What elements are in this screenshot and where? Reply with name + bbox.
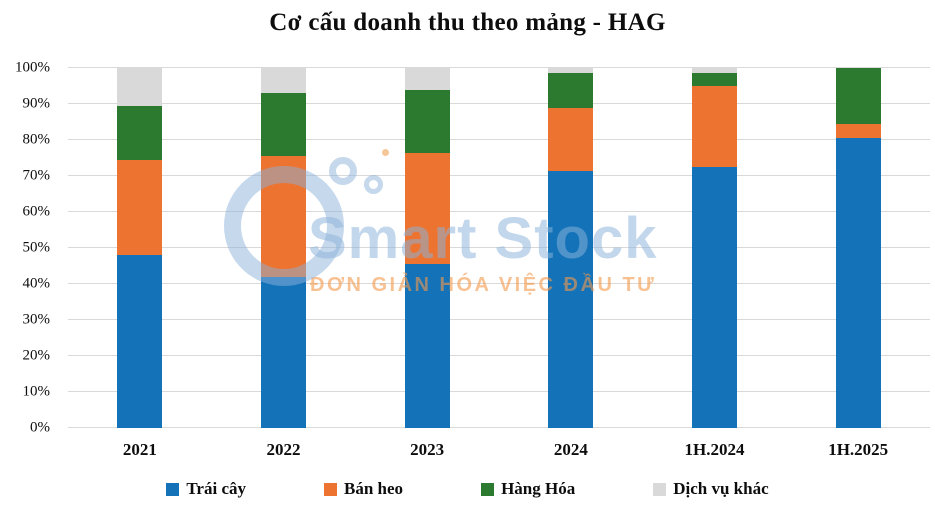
legend-swatch-icon (166, 482, 180, 496)
gridline-100% (68, 67, 930, 68)
segment-2021-Dịch vụ khác (117, 68, 163, 106)
segment-2022-Dịch vụ khác (261, 68, 306, 94)
x-tick-label-2024: 2024 (553, 440, 588, 459)
y-tick-label: 90% (22, 95, 51, 112)
segment-1H.2025-Trái cây (835, 138, 881, 428)
legend-swatch-icon (653, 482, 667, 496)
segment-2023-Hàng Hóa (404, 89, 450, 153)
segment-2023-Dịch vụ khác (404, 68, 450, 90)
segment-2021-Trái cây (117, 255, 163, 428)
legend: Trái cây Bán heo Hàng Hóa Dịch vụ khác (0, 479, 935, 499)
segment-2023-Bán heo (404, 152, 450, 265)
bar-slot-1H.2024 (643, 68, 787, 428)
bar-1H.2025 (835, 68, 881, 428)
segment-2023-Trái cây (404, 264, 450, 428)
bar-slot-2023 (355, 68, 499, 428)
segment-2021-Hàng Hóa (117, 105, 163, 160)
x-axis-labels: 2021 2022 2023 2024 1H.2024 1H.2025 (68, 440, 930, 460)
segment-1H.2024-Bán heo (692, 86, 738, 167)
segment-2024-Dịch vụ khác (548, 68, 594, 74)
gridline-90% (68, 103, 930, 104)
x-tick-label-2022: 2022 (266, 440, 301, 459)
legend-swatch-icon (324, 482, 338, 496)
bar-slot-1H.2025 (786, 68, 930, 428)
y-tick-label: 0% (30, 419, 50, 436)
bar-slot-2022 (212, 68, 356, 428)
bar-2023 (404, 68, 450, 428)
bars-row (68, 68, 930, 428)
y-tick-label: 40% (22, 275, 51, 292)
segment-2022-Trái cây (261, 276, 306, 428)
segment-1H.2025-Hàng Hóa (835, 68, 881, 124)
y-axis-labels: 0% 10% 20% 30% 40% 50% 60% 70% 80% 90% 100% (0, 60, 58, 436)
chart-title: Cơ cấu doanh thu theo mảng - HAG (269, 9, 666, 36)
legend-item-Dịch vụ khác: Dịch vụ khác (653, 479, 769, 499)
segment-2024-Hàng Hóa (548, 73, 594, 108)
x-tick-label-1H.2025: 1H.2025 (828, 440, 889, 459)
segment-1H.2024-Trái cây (692, 167, 738, 428)
bar-2022 (261, 68, 306, 428)
gridline-60% (68, 211, 930, 212)
bar-1H.2024 (692, 68, 738, 428)
legend-item-Trái cây: Trái cây (166, 479, 246, 499)
gridline-20% (68, 355, 930, 356)
y-tick-label: 10% (22, 383, 51, 400)
gridline-0% (68, 427, 930, 428)
gridline-80% (68, 139, 930, 140)
legend-label: Hàng Hóa (501, 479, 576, 498)
plot-area (68, 67, 930, 428)
y-tick-label: 100% (15, 59, 50, 76)
legend-label: Dịch vụ khác (673, 479, 769, 498)
legend-swatch-icon (481, 482, 495, 496)
legend-label: Trái cây (186, 479, 247, 498)
y-tick-label: 80% (22, 131, 51, 148)
bar-slot-2024 (499, 68, 643, 428)
gridline-40% (68, 283, 930, 284)
gridline-30% (68, 319, 930, 320)
segment-2021-Bán heo (117, 159, 163, 256)
y-tick-label: 60% (22, 203, 51, 220)
bar-2021 (117, 68, 163, 428)
y-tick-label: 70% (22, 167, 51, 184)
segment-2022-Bán heo (261, 156, 306, 277)
x-tick-label-2021: 2021 (122, 440, 157, 459)
segment-2024-Trái cây (548, 170, 594, 428)
segment-1H.2024-Dịch vụ khác (692, 68, 738, 74)
y-tick-label: 30% (22, 311, 51, 328)
x-tick-label-2023: 2023 (410, 440, 445, 459)
segment-2024-Bán heo (548, 107, 594, 171)
gridline-70% (68, 175, 930, 176)
bar-slot-2021 (68, 68, 212, 428)
x-tick-label-1H.2024: 1H.2024 (684, 440, 745, 459)
legend-label: Bán heo (344, 479, 404, 498)
bar-2024 (548, 68, 594, 428)
legend-item-Bán heo: Bán heo (324, 479, 403, 499)
gridline-50% (68, 247, 930, 248)
segment-1H.2025-Bán heo (835, 123, 881, 139)
legend-item-Hàng Hóa: Hàng Hóa (481, 479, 575, 499)
segment-1H.2024-Hàng Hóa (692, 73, 738, 86)
y-tick-label: 50% (22, 239, 51, 256)
gridline-10% (68, 391, 930, 392)
segment-2022-Hàng Hóa (261, 93, 306, 157)
y-tick-label: 20% (22, 347, 51, 364)
